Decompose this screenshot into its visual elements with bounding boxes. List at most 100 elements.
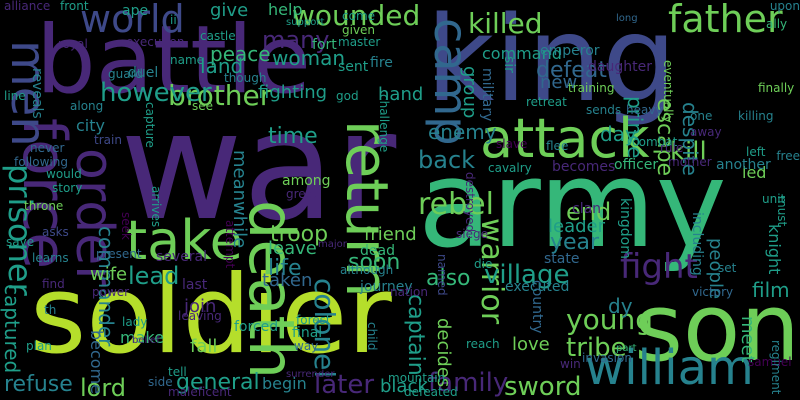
cloud-word: killing — [738, 109, 774, 123]
cloud-word: alliance — [4, 0, 51, 13]
cloud-word: defeat — [536, 58, 607, 83]
cloud-word: nation — [390, 285, 428, 299]
cloud-word: prisoner — [1, 164, 39, 296]
cloud-word: new — [540, 72, 578, 93]
cloud-word: captured — [0, 284, 24, 374]
cloud-word: officer — [614, 157, 659, 173]
cloud-word: challenge — [377, 94, 391, 153]
cloud-word: never — [30, 141, 65, 155]
cloud-word: slave — [496, 137, 528, 151]
cloud-word: kill — [670, 137, 707, 167]
cloud-word: william — [585, 340, 754, 396]
cloud-word: capture — [143, 102, 157, 148]
cloud-word: state — [544, 251, 580, 267]
cloud-word: though — [224, 71, 267, 85]
cloud-word: becomes — [552, 159, 616, 175]
cloud-word: command — [482, 44, 562, 63]
cloud-word: castle — [200, 29, 236, 43]
cloud-word: guard — [108, 67, 143, 81]
cloud-word: also — [426, 266, 471, 291]
cloud-word: attempt — [223, 220, 237, 269]
cloud-word: finally — [758, 81, 795, 95]
cloud-word: surrender — [286, 369, 335, 380]
cloud-word: flee — [546, 139, 569, 153]
cloud-word: film — [752, 278, 790, 302]
cloud-word: left — [746, 145, 766, 159]
cloud-word: brother — [168, 79, 272, 112]
cloud-word: save — [6, 235, 35, 249]
cloud-word: end — [566, 198, 612, 226]
cloud-word: refuse — [4, 372, 73, 397]
cloud-word: belief — [132, 335, 160, 346]
cloud-word: lord — [80, 374, 127, 400]
cloud-word: friend — [364, 224, 417, 245]
cloud-word: war — [120, 80, 397, 254]
cloud-word: lady — [122, 315, 148, 329]
cloud-word: leave — [268, 238, 317, 259]
cloud-word: clan — [572, 201, 602, 217]
cloud-word: forced — [234, 319, 279, 335]
cloud-word: power — [92, 285, 130, 299]
cloud-word: soon — [348, 250, 401, 275]
cloud-word: daughter — [588, 59, 652, 75]
cloud-word: help — [268, 0, 303, 19]
cloud-word: sir — [501, 56, 517, 73]
cloud-word: duel — [128, 65, 159, 81]
cloud-word: captain — [403, 294, 428, 376]
cloud-word: kingdom — [617, 198, 633, 259]
cloud-word: fort — [312, 37, 337, 53]
cloud-word: day — [600, 122, 637, 146]
cloud-word: woman — [272, 46, 346, 70]
cloud-word: tell — [168, 365, 187, 379]
cloud-word: lead — [128, 262, 180, 290]
cloud-word: mother — [668, 155, 712, 169]
cloud-word: learns — [32, 251, 69, 265]
cloud-word: general — [176, 370, 260, 395]
cloud-word: year — [550, 230, 600, 255]
cloud-word: eventually — [661, 60, 675, 123]
cloud-word: throne — [24, 199, 64, 213]
cloud-word: another — [716, 157, 771, 173]
cloud-word: enemy — [428, 120, 497, 144]
cloud-word: hand — [378, 84, 424, 105]
cloud-word: however — [100, 78, 212, 108]
cloud-word: siege — [456, 227, 488, 241]
cloud-word: regiment — [769, 340, 783, 395]
cloud-word: samuel — [748, 355, 792, 369]
cloud-word: emperor — [540, 43, 600, 59]
cloud-word: led — [742, 163, 767, 182]
cloud-word: love — [512, 334, 550, 355]
cloud-word: rebel — [418, 187, 494, 222]
cloud-word: last — [182, 277, 208, 293]
cloud-word: army — [418, 136, 727, 275]
cloud-word: free — [776, 149, 800, 163]
cloud-word: maleficent — [168, 385, 232, 399]
cloud-word: seek — [119, 212, 133, 240]
cloud-word: th — [44, 303, 57, 317]
cloud-word: god — [336, 89, 359, 103]
cloud-word: following — [14, 155, 68, 169]
cloud-word: see — [192, 99, 214, 113]
cloud-word: world — [80, 0, 185, 41]
cloud-word: great — [286, 187, 318, 201]
cloud-word: one — [690, 109, 713, 123]
cloud-word: land — [200, 54, 244, 78]
cloud-word: dead — [360, 243, 395, 259]
cloud-word: combat — [632, 135, 678, 149]
cloud-word: fall — [190, 336, 218, 357]
cloud-word: wife — [90, 264, 128, 285]
cloud-word: ape — [122, 3, 149, 19]
cloud-word: retreat — [526, 95, 567, 109]
cloud-word: along — [70, 99, 104, 113]
cloud-word: upon — [769, 0, 800, 13]
cloud-word: away — [690, 125, 722, 139]
cloud-word: forest — [296, 313, 331, 327]
cloud-word: city — [76, 116, 105, 135]
cloud-word: leaving — [178, 309, 222, 323]
cloud-word: fire — [370, 55, 393, 71]
cloud-word: win — [560, 357, 581, 371]
cloud-word: leader — [548, 216, 606, 237]
cloud-word: fighting — [258, 82, 328, 103]
cloud-word: fight — [620, 247, 698, 287]
